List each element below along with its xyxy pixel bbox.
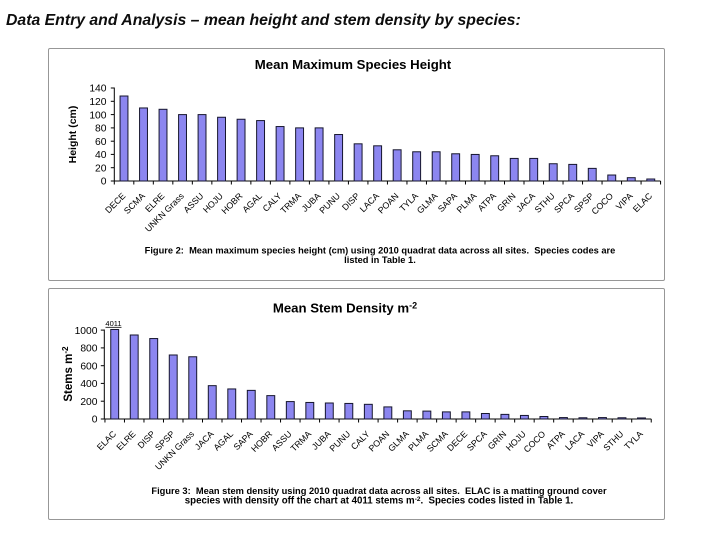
svg-text:species with density off the c: species with density off the chart at 40… bbox=[185, 496, 574, 507]
svg-text:TRMA: TRMA bbox=[278, 191, 303, 216]
svg-text:0: 0 bbox=[92, 415, 98, 426]
svg-text:ELAC: ELAC bbox=[631, 190, 655, 214]
svg-text:TYLA: TYLA bbox=[622, 429, 645, 452]
svg-text:40: 40 bbox=[95, 150, 107, 161]
svg-text:LACA: LACA bbox=[563, 429, 586, 452]
svg-text:800: 800 bbox=[80, 344, 97, 355]
svg-text:Figure 3: Mean stem density u: Figure 3: Mean stem density using 2010 q… bbox=[151, 486, 607, 496]
svg-text:120: 120 bbox=[89, 97, 106, 108]
svg-text:Mean Maximum Species Height: Mean Maximum Species Height bbox=[255, 57, 452, 72]
svg-text:ASSU: ASSU bbox=[181, 191, 205, 215]
svg-text:AGAL: AGAL bbox=[211, 429, 235, 453]
svg-text:HOBR: HOBR bbox=[219, 191, 244, 216]
svg-text:JACA: JACA bbox=[514, 191, 537, 214]
svg-text:TRMA: TRMA bbox=[289, 429, 314, 454]
svg-text:JACA: JACA bbox=[193, 429, 216, 452]
svg-text:Figure 2: Mean maximum specie: Figure 2: Mean maximum species height (c… bbox=[145, 246, 616, 256]
svg-text:SCMA: SCMA bbox=[425, 429, 450, 454]
svg-text:AGAL: AGAL bbox=[240, 191, 264, 215]
svg-text:ATPA: ATPA bbox=[544, 429, 566, 451]
svg-text:200: 200 bbox=[80, 397, 97, 408]
svg-text:60: 60 bbox=[95, 137, 107, 148]
svg-text:COCO: COCO bbox=[589, 191, 615, 217]
svg-text:0: 0 bbox=[101, 177, 107, 188]
svg-text:SAPA: SAPA bbox=[436, 191, 459, 214]
svg-text:PUNU: PUNU bbox=[328, 429, 353, 454]
svg-text:STHU: STHU bbox=[533, 191, 557, 215]
svg-text:DISP: DISP bbox=[340, 191, 362, 213]
svg-text:1000: 1000 bbox=[75, 326, 98, 337]
svg-text:listed in Table 1.: listed in Table 1. bbox=[344, 255, 416, 265]
svg-text:20: 20 bbox=[95, 163, 107, 174]
svg-text:ELAC: ELAC bbox=[95, 428, 119, 452]
svg-text:DECE: DECE bbox=[445, 429, 469, 453]
svg-text:Height (cm): Height (cm) bbox=[67, 106, 79, 164]
svg-text:100: 100 bbox=[89, 110, 106, 121]
svg-text:600: 600 bbox=[80, 361, 97, 372]
svg-text:400: 400 bbox=[80, 379, 97, 390]
svg-text:Mean Stem Density m-2: Mean Stem Density m-2 bbox=[273, 301, 417, 316]
svg-text:COCO: COCO bbox=[522, 429, 548, 455]
svg-text:ELRE: ELRE bbox=[114, 429, 137, 452]
svg-text:4011: 4011 bbox=[105, 319, 121, 328]
svg-text:POAN: POAN bbox=[376, 191, 401, 216]
svg-text:PUNU: PUNU bbox=[317, 191, 342, 216]
svg-text:GLMA: GLMA bbox=[415, 191, 440, 216]
svg-text:POAN: POAN bbox=[367, 429, 392, 454]
svg-text:PLMA: PLMA bbox=[455, 191, 479, 215]
svg-text:GLMA: GLMA bbox=[386, 429, 411, 454]
svg-text:SCMA: SCMA bbox=[122, 191, 147, 216]
svg-text:HOBR: HOBR bbox=[249, 429, 274, 454]
svg-text:GRIN: GRIN bbox=[495, 191, 518, 214]
svg-text:ATPA: ATPA bbox=[476, 191, 498, 213]
svg-text:80: 80 bbox=[95, 124, 107, 135]
svg-text:SPCA: SPCA bbox=[552, 191, 576, 215]
svg-text:140: 140 bbox=[89, 84, 106, 95]
svg-text:STHU: STHU bbox=[601, 429, 625, 453]
svg-text:Stems m-2: Stems m-2 bbox=[61, 346, 75, 402]
svg-text:SPCA: SPCA bbox=[465, 429, 489, 453]
